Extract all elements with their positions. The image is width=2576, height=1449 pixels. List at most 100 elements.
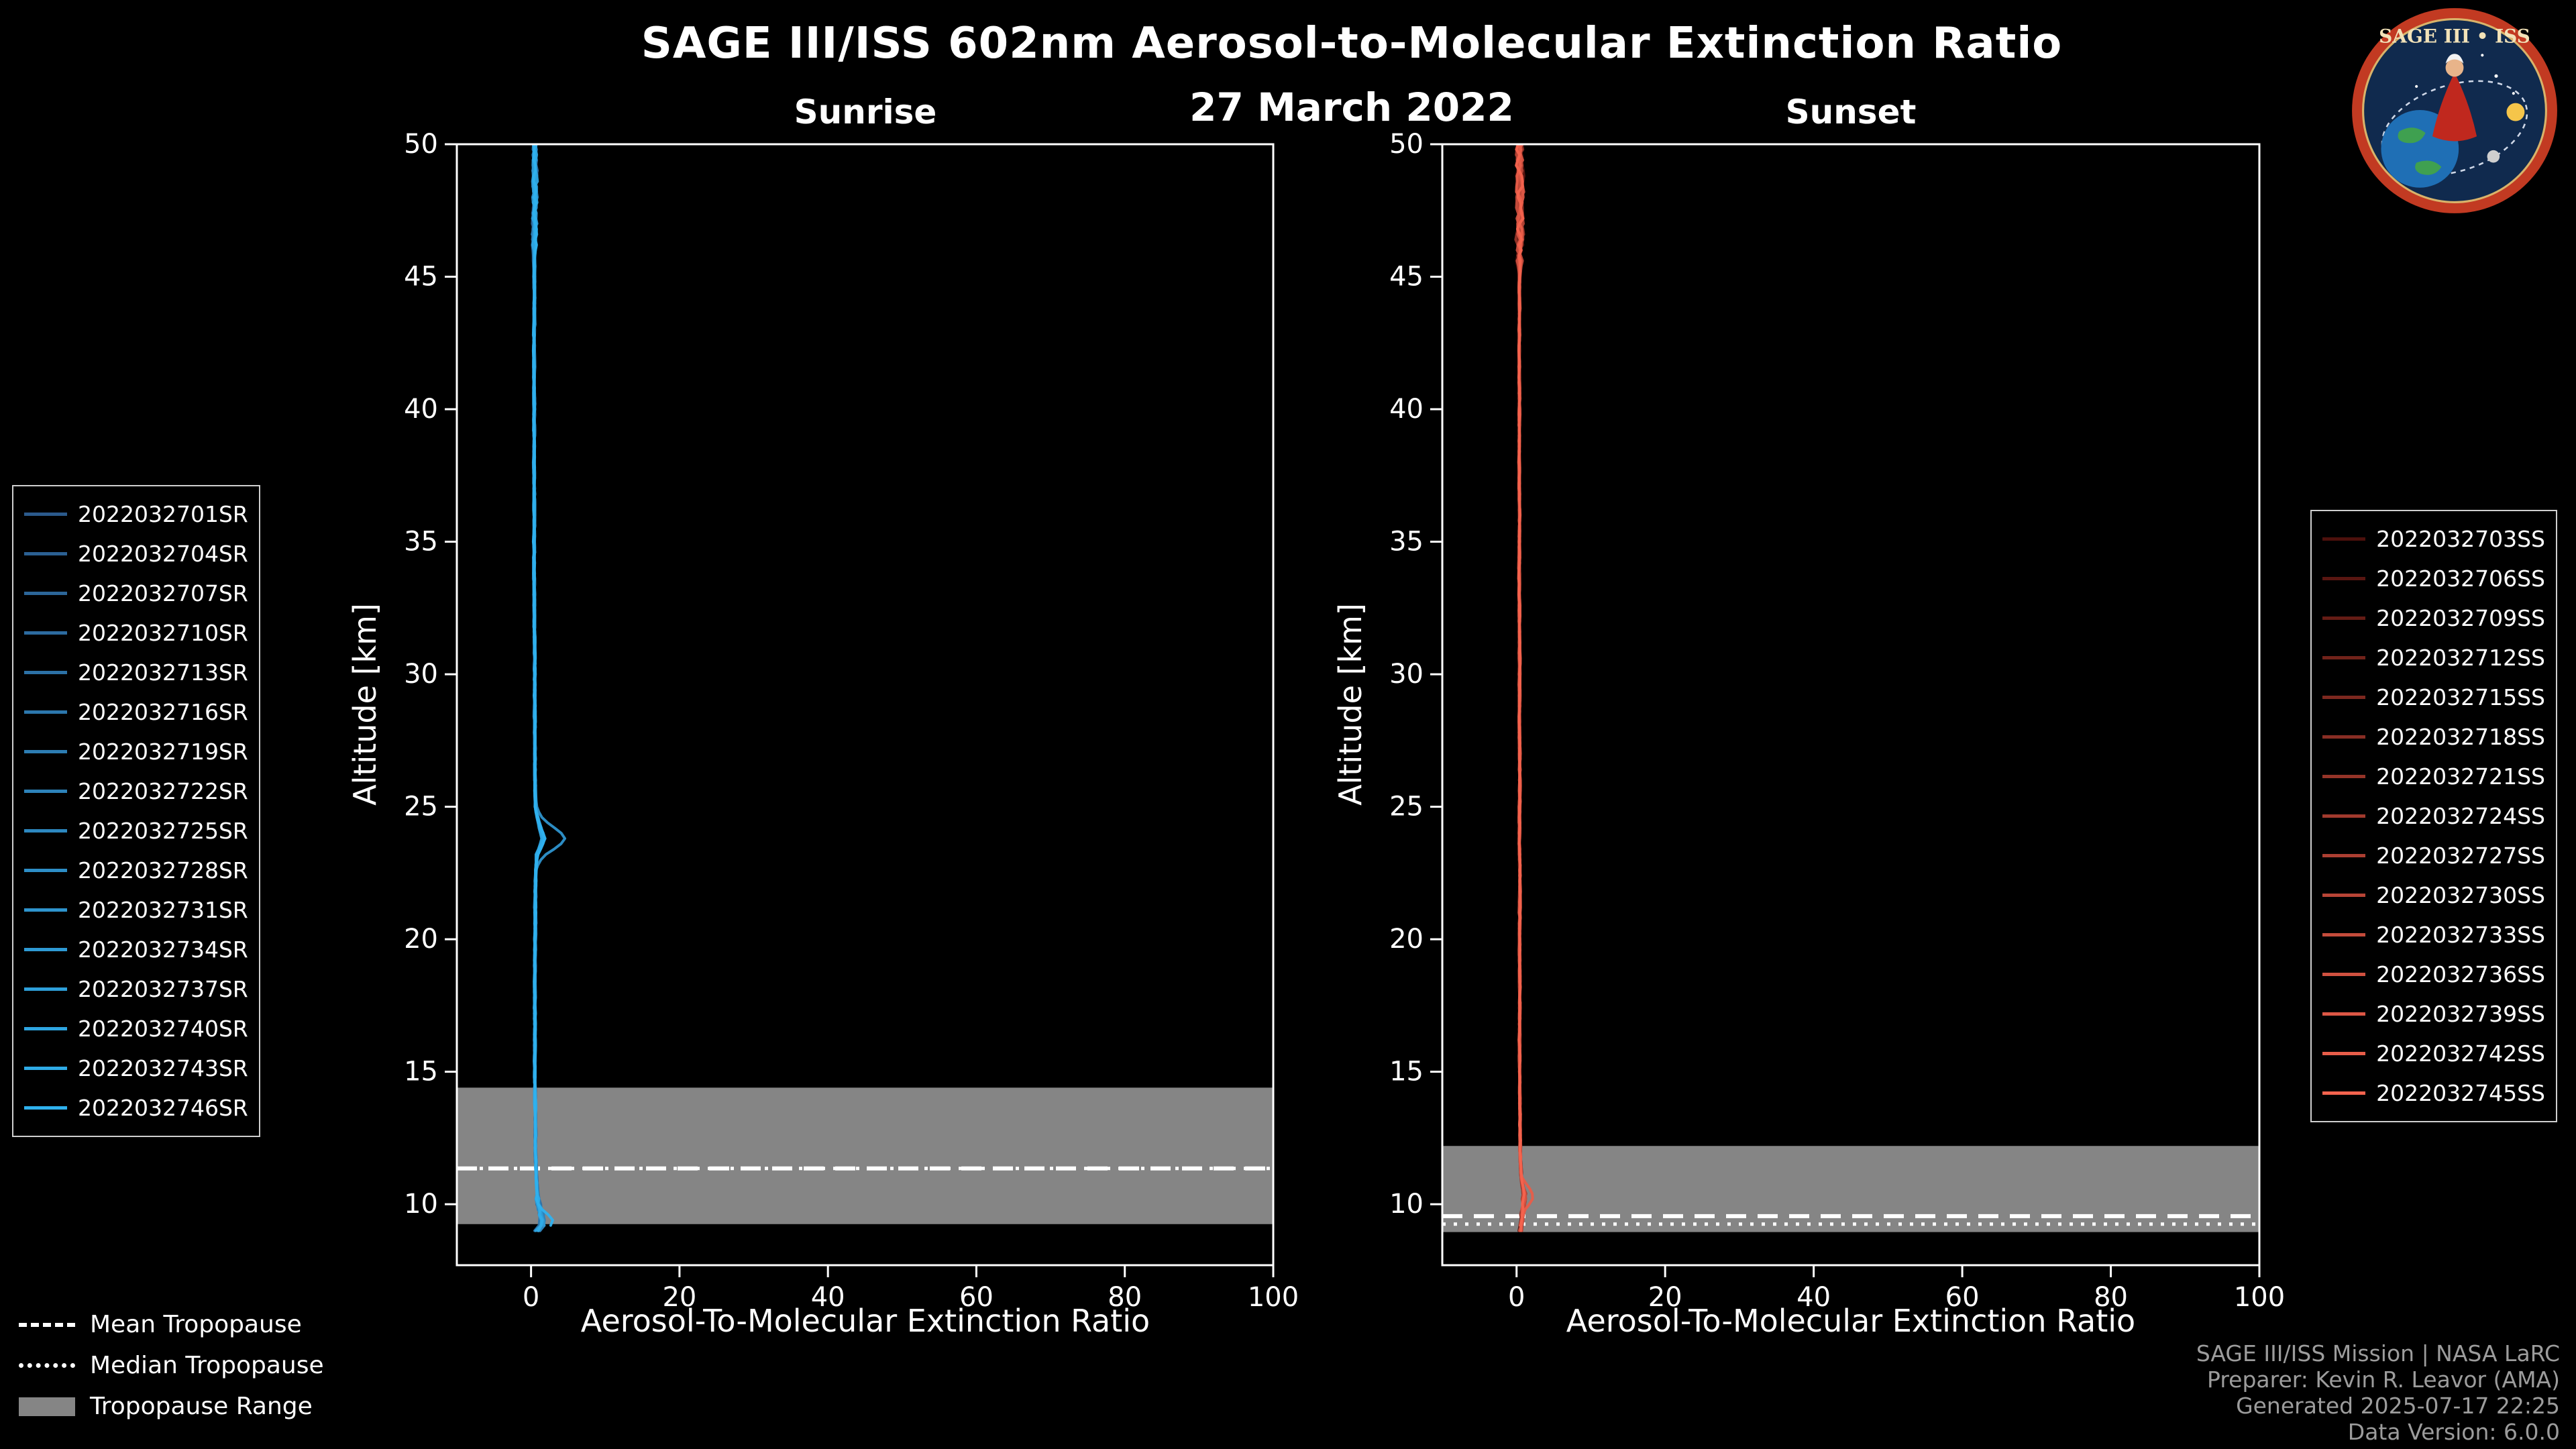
- legend-line-swatch: [24, 948, 67, 951]
- footer-generated: Generated 2025-07-17 22:25: [2236, 1393, 2560, 1419]
- legend-item: 2022032746SR: [24, 1088, 248, 1128]
- mean-tropopause-swatch: [19, 1322, 75, 1327]
- x-tick-label: 100: [2234, 1282, 2285, 1313]
- y-tick-label: 35: [1389, 527, 1424, 557]
- legend-line-swatch: [24, 790, 67, 793]
- logo-sun: [2506, 103, 2525, 121]
- legend-item: 2022032745SS: [2322, 1073, 2545, 1113]
- legend-item: 2022032740SR: [24, 1009, 248, 1049]
- sunrise-panel-title: Sunrise: [794, 93, 937, 131]
- legend-item-label: 2022032725SR: [78, 818, 248, 844]
- y-tick-label: 25: [1389, 792, 1424, 822]
- y-tick-label: 30: [404, 659, 438, 690]
- legend-item-label: 2022032737SR: [78, 976, 248, 1002]
- legend-item: 2022032710SR: [24, 613, 248, 653]
- legend-item: 2022032722SR: [24, 771, 248, 811]
- logo-figure: [2432, 72, 2477, 142]
- sage3-iss-logo: SAGE III • ISS: [2352, 8, 2557, 213]
- legend-item-label: 2022032740SR: [78, 1016, 248, 1042]
- x-tick-label: 60: [1945, 1282, 1980, 1313]
- y-tick-label: 45: [404, 262, 438, 292]
- tropopause-range-band: [457, 1087, 1273, 1224]
- y-tick-label: 25: [404, 792, 438, 822]
- logo-title: SAGE III • ISS: [2379, 25, 2530, 48]
- x-tick-label: 0: [1508, 1282, 1525, 1313]
- y-tick-label: 50: [1389, 129, 1424, 160]
- x-tick-label: 20: [662, 1282, 696, 1313]
- footer-preparer: Preparer: Kevin R. Leavor (AMA): [2207, 1366, 2560, 1393]
- legend-item-label: 2022032718SS: [2376, 724, 2545, 750]
- legend-line-swatch: [24, 908, 67, 912]
- legend-item-label: 2022032703SS: [2376, 526, 2545, 552]
- y-tick-label: 30: [1389, 659, 1424, 690]
- x-tick-label: 60: [959, 1282, 994, 1313]
- profile-line-2022032746SR: [531, 144, 554, 1227]
- legend-line-swatch: [2322, 735, 2366, 739]
- footer-mission: SAGE III/ISS Mission | NASA LaRC: [2196, 1340, 2560, 1366]
- legend-item: 2022032715SS: [2322, 678, 2545, 717]
- sunset-xlabel: Aerosol-To-Molecular Extinction Ratio: [1566, 1303, 2136, 1339]
- logo-figure-head: [2445, 58, 2464, 77]
- legend-item: 2022032703SS: [2322, 519, 2545, 559]
- legend-item: 2022032713SR: [24, 653, 248, 692]
- legend-item: 2022032728SR: [24, 851, 248, 890]
- legend-line-swatch: [2322, 973, 2366, 976]
- legend-item: 2022032727SS: [2322, 836, 2545, 875]
- logo-moon: [2487, 150, 2500, 163]
- legend-item: 2022032712SS: [2322, 638, 2545, 678]
- y-tick-label: 10: [1389, 1189, 1424, 1220]
- mean-tropopause-legend-item: Mean Tropopause: [19, 1304, 324, 1345]
- legend-item-label: 2022032706SS: [2376, 566, 2545, 592]
- legend-item: 2022032736SS: [2322, 955, 2545, 994]
- legend-item: 2022032704SR: [24, 534, 248, 574]
- legend-item: 2022032709SS: [2322, 598, 2545, 638]
- legend-item-label: 2022032712SS: [2376, 645, 2545, 671]
- y-tick-label: 40: [1389, 394, 1424, 425]
- y-tick-label: 15: [1389, 1057, 1424, 1087]
- legend-line-swatch: [24, 829, 67, 833]
- y-tick-label: 35: [404, 527, 438, 557]
- legend-line-swatch: [2322, 537, 2366, 541]
- legend-item-label: 2022032745SS: [2376, 1080, 2545, 1106]
- y-tick-label: 50: [404, 129, 438, 160]
- tropopause-range-swatch: [19, 1397, 75, 1416]
- legend-line-swatch: [24, 987, 67, 991]
- page-title: SAGE III/ISS 602nm Aerosol-to-Molecular …: [641, 19, 2063, 68]
- legend-line-swatch: [2322, 616, 2366, 620]
- legend-line-swatch: [24, 1067, 67, 1070]
- legend-line-swatch: [24, 1027, 67, 1030]
- x-tick-label: 20: [1648, 1282, 1682, 1313]
- legend-line-swatch: [24, 552, 67, 555]
- legend-item: 2022032731SR: [24, 890, 248, 930]
- legend-item-label: 2022032739SS: [2376, 1001, 2545, 1027]
- sunset-ylabel: Altitude [km]: [1332, 603, 1368, 806]
- date-subtitle: 27 March 2022: [1189, 85, 1514, 130]
- x-tick-label: 80: [1108, 1282, 1142, 1313]
- tropopause-range-legend-item: Tropopause Range: [19, 1386, 324, 1427]
- legend-item-label: 2022032728SR: [78, 857, 248, 883]
- legend-item-label: 2022032709SS: [2376, 605, 2545, 631]
- sunrise-legend: 2022032701SR 2022032704SR 2022032707SR 2022…: [12, 485, 260, 1137]
- legend-line-swatch: [2322, 814, 2366, 818]
- legend-line-swatch: [2322, 854, 2366, 857]
- x-tick-label: 40: [1796, 1282, 1831, 1313]
- x-tick-label: 40: [811, 1282, 845, 1313]
- legend-item-label: 2022032701SR: [78, 501, 248, 527]
- footer-credits: SAGE III/ISS Mission | NASA LaRC Prepare…: [2196, 1340, 2560, 1445]
- sunrise-xlabel: Aerosol-To-Molecular Extinction Ratio: [580, 1303, 1150, 1339]
- legend-item-label: 2022032716SR: [78, 699, 248, 725]
- legend-item: 2022032725SR: [24, 811, 248, 851]
- legend-item-label: 2022032719SR: [78, 739, 248, 765]
- legend-item-label: 2022032743SR: [78, 1055, 248, 1081]
- profile-line-2022032731SR: [531, 144, 567, 1227]
- y-tick-label: 45: [1389, 262, 1424, 292]
- legend-line-swatch: [2322, 656, 2366, 659]
- legend-item: 2022032742SS: [2322, 1034, 2545, 1073]
- legend-line-swatch: [24, 710, 67, 714]
- legend-item: 2022032721SS: [2322, 757, 2545, 796]
- legend-line-swatch: [2322, 775, 2366, 778]
- mean-tropopause-label: Mean Tropopause: [90, 1311, 302, 1338]
- legend-item-label: 2022032730SS: [2376, 882, 2545, 908]
- legend-line-swatch: [2322, 1052, 2366, 1055]
- legend-line-swatch: [2322, 1091, 2366, 1095]
